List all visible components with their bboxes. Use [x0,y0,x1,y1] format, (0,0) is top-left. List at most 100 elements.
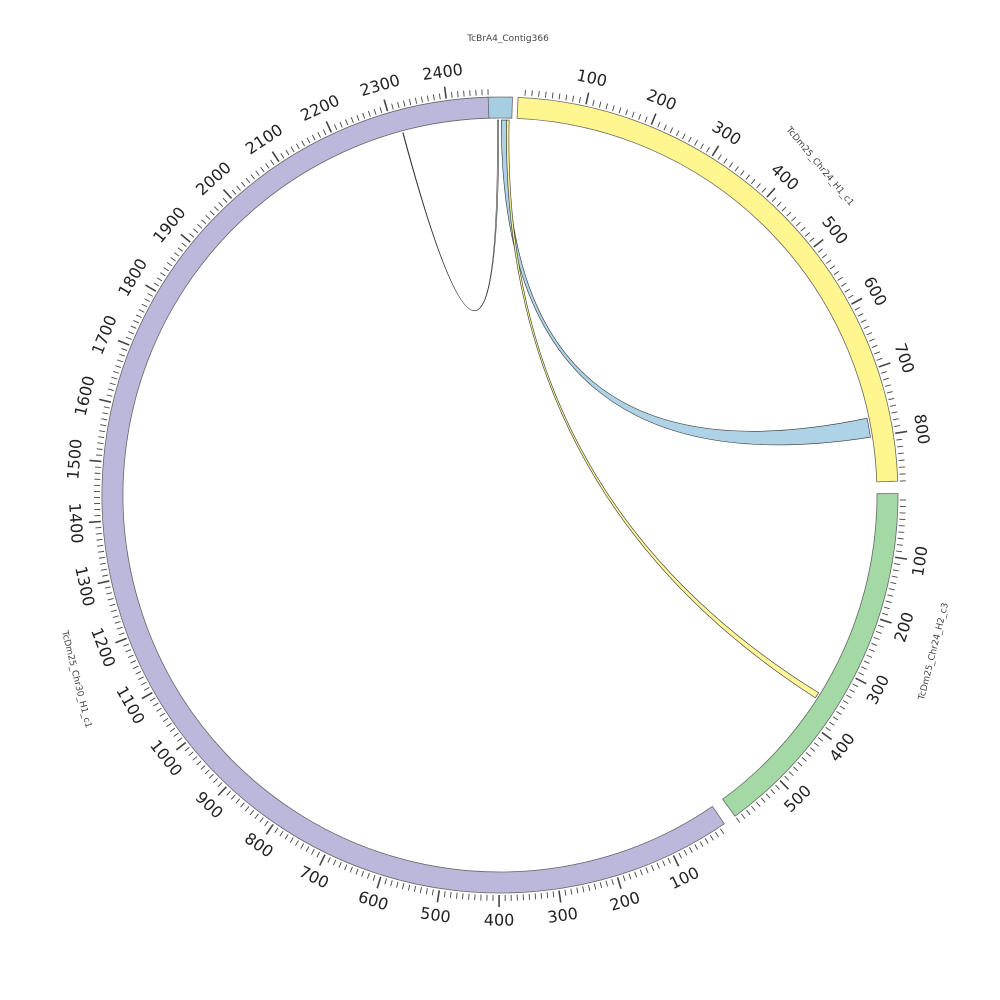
tick-chr24h2 [788,771,794,776]
tick-chr24h1 [889,404,897,407]
link-contig366-chr30h1 [402,119,499,312]
tick-chr30h1 [285,149,290,156]
tick-chr30h1 [127,654,134,658]
tick-chr30h1 [295,840,299,846]
tick-chr24h1 [675,130,680,137]
tick-chr24h2 [896,550,903,553]
tick-chr30h1 [102,574,109,577]
tick-chr30h1 [245,177,251,184]
tick-chr24h1 [829,265,836,270]
tick-chr24h1 [886,391,893,394]
links-layer [402,119,871,699]
tick-chr30h1 [97,580,110,585]
tick-chr30h1 [436,890,441,903]
tick-chr30h1 [180,233,191,243]
tick-chr30h1 [332,859,337,866]
segment-label-contig366: TcBrA4_Contig366 [466,34,549,44]
tick-chr30h1 [217,786,227,797]
tick-chr30h1 [634,871,638,878]
tick-chr30h1 [170,257,176,262]
tick-chr30h1 [699,841,704,847]
tick-chr24h1 [682,133,686,140]
tick-chr30h1 [325,121,333,133]
tick-chr24h1 [847,294,854,299]
tick-chr24h2 [793,766,799,772]
tick-chr30h1 [376,876,382,889]
tick-chr24h2 [896,544,903,546]
tick-chr30h1 [457,91,459,98]
tick-chr30h1 [425,888,428,895]
tick-chr30h1 [570,888,573,895]
tick-chr24h1 [813,238,824,248]
tick-chr30h1 [138,309,145,313]
ticks-layer: 1002003004005006007008001002003004005001… [63,60,933,930]
tick-chr30h1 [683,849,688,856]
tick-chr30h1 [143,687,150,691]
tick-chr30h1 [236,185,241,191]
tick-chr24h2 [842,700,849,704]
tick-label-chr30h1: 1800 [114,255,151,300]
tick-chr24h1 [558,93,561,100]
tick-chr30h1 [144,298,151,303]
tick-chr30h1 [356,114,360,121]
tick-chr30h1 [667,857,671,864]
tick-label-chr30h1: 1600 [71,374,99,418]
tick-chr30h1 [204,769,210,775]
tick-chr30h1 [678,852,682,859]
tick-chr30h1 [159,712,166,717]
tick-chr24h1 [860,319,867,323]
tick-chr30h1 [316,851,320,858]
tick-chr30h1 [255,170,260,176]
segment-chr30h1 [101,96,725,894]
tick-chr30h1 [209,210,215,216]
tick-chr24h1 [791,216,797,222]
tick-chr24h1 [866,332,873,336]
tick-chr24h2 [861,666,867,670]
tick-chr30h1 [177,737,183,742]
tick-chr30h1 [462,893,464,900]
tick-chr30h1 [715,831,719,838]
tick-chr30h1 [192,756,198,761]
tick-chr30h1 [205,214,211,220]
tick-label-chr24h1: 600 [860,273,891,309]
tick-chr24h2 [817,737,824,742]
tick-chr30h1 [106,592,113,595]
tick-chr30h1 [100,568,108,571]
tick-chr30h1 [322,129,327,136]
tick-chr24h1 [897,445,904,448]
tick-chr30h1 [230,794,236,800]
tick-chr30h1 [651,865,655,871]
tick-chr24h1 [844,288,851,293]
tick-chr24h2 [839,705,846,710]
tick-chr30h1 [720,828,725,835]
tick-chr30h1 [132,665,139,670]
tick-chr30h1 [366,872,370,879]
tick-chr30h1 [140,681,147,686]
tick-chr24h1 [729,162,734,168]
tick-chr30h1 [639,869,643,876]
tick-label-chr30h1: 700 [296,862,332,892]
tick-chr30h1 [145,284,157,292]
segment-chr24h1 [516,96,899,483]
tick-label-chr24h2: 300 [862,672,893,708]
tick-chr30h1 [656,862,660,869]
link-contig366-chr24h2 [506,119,820,699]
tick-chr30h1 [284,834,289,840]
tick-label-chr24h1: 500 [818,212,852,248]
tick-chr30h1 [534,893,537,900]
tick-chr24h2 [735,817,741,823]
tick-chr30h1 [271,151,280,163]
tick-chr30h1 [419,887,422,894]
tick-chr30h1 [133,320,140,324]
tick-chr24h1 [882,377,889,381]
tick-chr30h1 [117,339,130,346]
tick-chr30h1 [599,882,603,889]
tick-chr30h1 [443,86,448,99]
segments-layer [101,96,899,894]
tick-label-chr30h1: 200 [607,888,642,915]
tick-label-chr24h1: 100 [575,65,609,90]
tick-chr30h1 [413,885,417,892]
tick-chr24h2 [855,677,867,685]
tick-label-chr30h1: 1200 [87,625,119,670]
tick-chr24h1 [821,253,828,259]
